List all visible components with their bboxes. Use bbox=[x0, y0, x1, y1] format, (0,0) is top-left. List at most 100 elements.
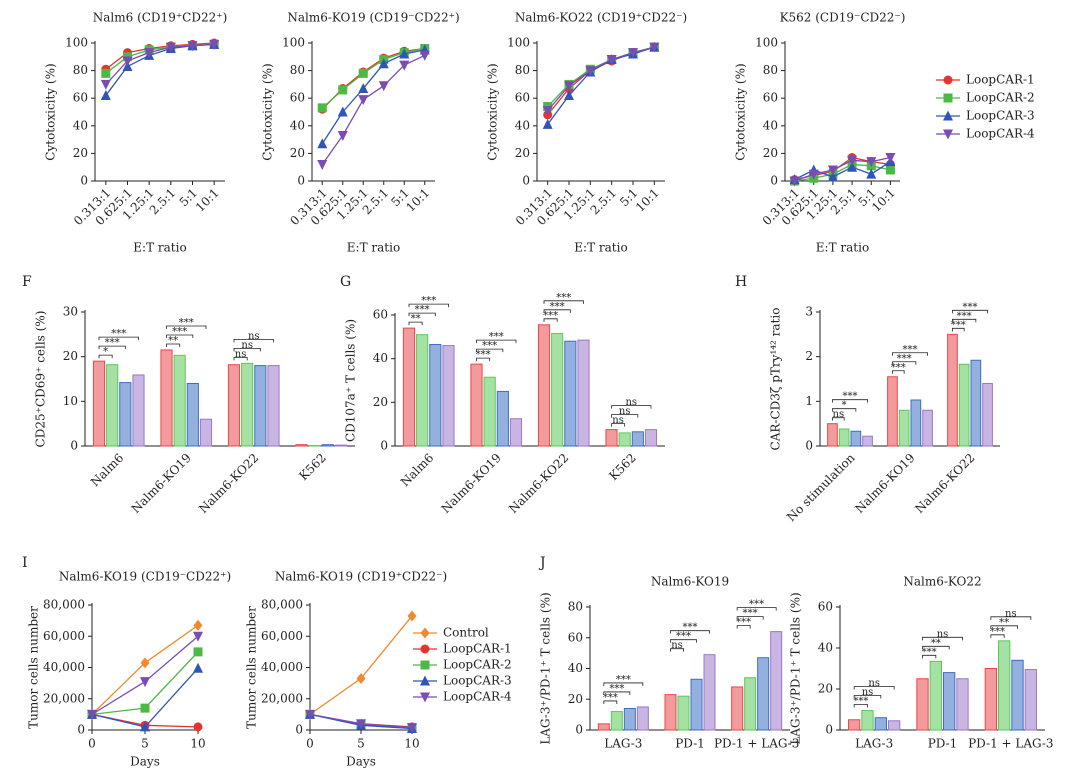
bar bbox=[862, 435, 873, 447]
marker bbox=[337, 106, 348, 117]
significance-bracket bbox=[832, 417, 845, 421]
significance-label: *** bbox=[957, 311, 972, 322]
marker bbox=[165, 42, 176, 53]
y-tick-label: 80,000 bbox=[261, 598, 303, 612]
bar bbox=[1024, 669, 1037, 731]
marker bbox=[628, 48, 638, 59]
y-axis-label: Cytotoxicity (%) bbox=[261, 63, 275, 160]
significance-bracket bbox=[670, 630, 710, 634]
marker bbox=[305, 709, 315, 720]
y-axis-label: LAG-3⁺/PD-1⁺ T cells (%) bbox=[539, 592, 553, 744]
significance-bracket bbox=[603, 691, 631, 695]
significance-bracket bbox=[603, 700, 618, 704]
y-tick-label: 40 bbox=[568, 661, 583, 675]
y-tick-label: 80 bbox=[515, 63, 530, 77]
x-axis-label: E:T ratio bbox=[133, 241, 186, 255]
x-tick-label: PD-1 + LAG-3 bbox=[968, 737, 1053, 751]
marker bbox=[808, 169, 819, 180]
significance-label: *** bbox=[903, 344, 918, 355]
y-tick-label: 100 bbox=[755, 36, 778, 50]
marker bbox=[358, 83, 369, 94]
bar bbox=[442, 345, 455, 447]
significance-bracket bbox=[990, 616, 1032, 620]
series-line bbox=[105, 42, 215, 70]
x-tick-label: No stimulation bbox=[784, 451, 858, 525]
significance-label: *** bbox=[963, 302, 978, 313]
y-tick-label: 1 bbox=[805, 394, 813, 408]
significance-label: *** bbox=[111, 329, 126, 340]
bar bbox=[703, 654, 716, 731]
bar bbox=[874, 717, 887, 731]
x-tick-label: PD-1 + LAG-3 bbox=[714, 737, 799, 751]
y-tick-label: 100 bbox=[282, 36, 305, 50]
marker bbox=[542, 106, 553, 117]
bar bbox=[92, 360, 106, 447]
significance-bracket bbox=[233, 338, 274, 343]
series-line bbox=[321, 47, 425, 110]
y-tick-label: 0 bbox=[295, 723, 303, 737]
bar bbox=[509, 418, 523, 447]
marker bbox=[420, 675, 430, 686]
significance-label: *** bbox=[609, 683, 624, 694]
significance-bracket bbox=[611, 405, 652, 409]
marker bbox=[187, 41, 198, 52]
bar bbox=[887, 376, 898, 447]
marker bbox=[193, 619, 203, 631]
significance-bracket bbox=[736, 625, 751, 629]
y-tick-label: 20 bbox=[73, 146, 88, 160]
significance-label: *** bbox=[683, 622, 698, 633]
significance-bracket bbox=[922, 645, 950, 650]
significance-label: ns bbox=[937, 629, 949, 640]
bar bbox=[186, 382, 199, 447]
y-axis-label: Cytotoxicity (%) bbox=[486, 63, 500, 160]
marker bbox=[317, 103, 327, 113]
significance-bracket bbox=[408, 312, 436, 317]
significance-bracket bbox=[990, 625, 1018, 629]
significance-label: *** bbox=[749, 599, 764, 610]
marker bbox=[140, 657, 150, 669]
series-line bbox=[321, 49, 425, 145]
marker bbox=[358, 95, 369, 106]
marker bbox=[209, 39, 220, 50]
marker bbox=[866, 157, 877, 168]
bar bbox=[483, 376, 496, 447]
significance-bracket bbox=[476, 339, 517, 344]
marker bbox=[87, 709, 97, 720]
marker bbox=[542, 118, 553, 129]
bar bbox=[887, 720, 901, 731]
x-axis-label: E:T ratio bbox=[347, 241, 400, 255]
significance-bracket bbox=[670, 648, 684, 652]
marker bbox=[193, 662, 203, 673]
marker bbox=[140, 721, 150, 732]
y-tick-label: 0 bbox=[80, 174, 88, 188]
x-tick-label: PD-1 bbox=[928, 737, 958, 751]
marker bbox=[407, 723, 417, 734]
x-tick-label: 10 bbox=[190, 737, 205, 751]
y-tick-label: 60,000 bbox=[43, 629, 85, 643]
bar bbox=[496, 390, 509, 447]
legend-label: LoopCAR-4 bbox=[443, 690, 512, 704]
significance-label: ns bbox=[248, 331, 260, 342]
x-tick-label: 5 bbox=[141, 737, 149, 751]
marker bbox=[358, 68, 368, 78]
marker bbox=[317, 159, 328, 170]
significance-label: *** bbox=[951, 320, 966, 331]
y-tick-label: 20,000 bbox=[261, 691, 303, 705]
chart-title: Nalm6-KO19 bbox=[651, 575, 729, 589]
y-tick-label: 0 bbox=[70, 439, 78, 453]
x-tick-label: Nalm6 bbox=[398, 451, 437, 490]
y-axis-label: LAG-3⁺/PD-1⁺ T cells (%) bbox=[789, 592, 803, 744]
series-line bbox=[105, 43, 215, 96]
series-line bbox=[105, 43, 215, 74]
marker bbox=[122, 56, 133, 67]
significance-bracket bbox=[98, 354, 113, 359]
legend-label: LoopCAR-3 bbox=[443, 674, 512, 688]
significance-bracket bbox=[543, 300, 584, 304]
marker bbox=[100, 79, 111, 90]
marker bbox=[338, 85, 348, 95]
y-tick-label: 0 bbox=[77, 723, 85, 737]
marker bbox=[100, 89, 111, 100]
x-tick-label: K562 bbox=[296, 451, 328, 483]
marker bbox=[378, 58, 389, 69]
